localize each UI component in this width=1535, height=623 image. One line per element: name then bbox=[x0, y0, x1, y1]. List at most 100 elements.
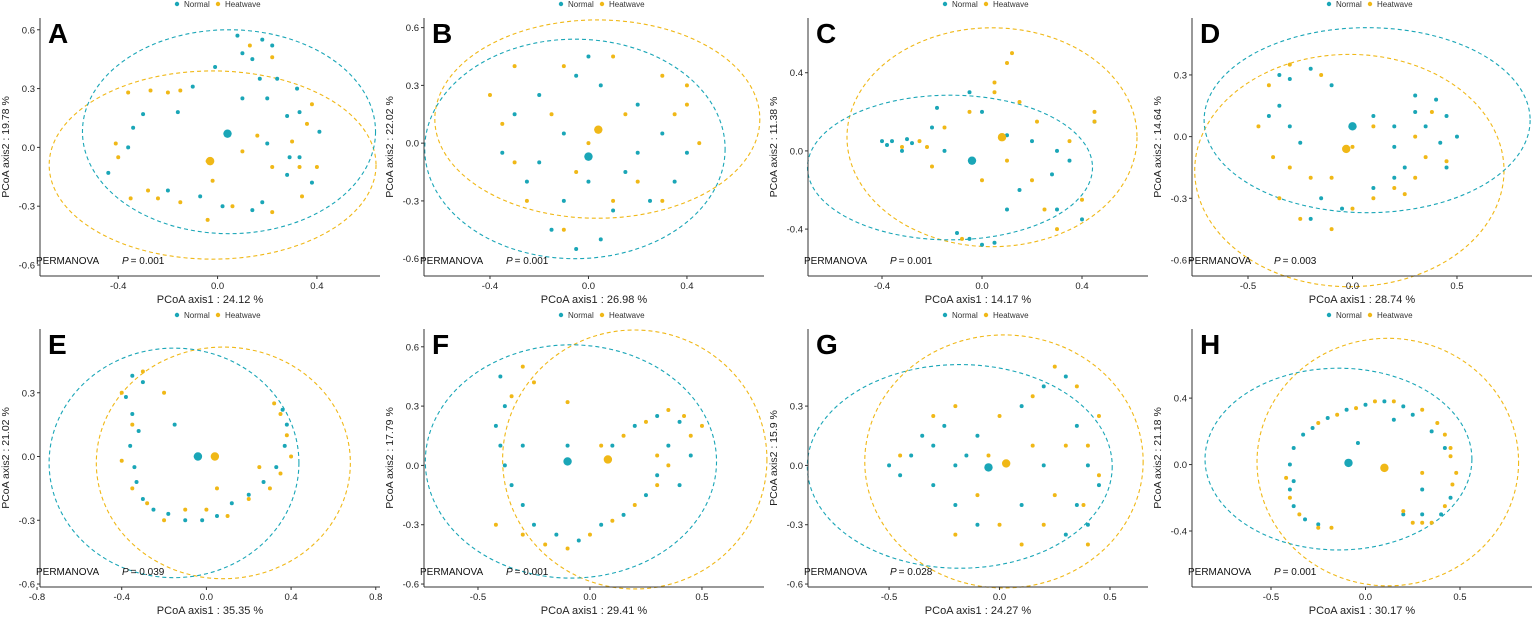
p-value: = 0.001 bbox=[515, 567, 549, 578]
point-normal bbox=[297, 155, 302, 160]
p-value: = 0.028 bbox=[899, 567, 933, 578]
point-heatwave bbox=[992, 80, 997, 85]
point-normal bbox=[200, 518, 205, 523]
point-normal bbox=[885, 143, 889, 148]
point-normal bbox=[166, 511, 171, 516]
point-heatwave bbox=[240, 149, 245, 154]
x-tick-label: 0.0 bbox=[583, 592, 596, 603]
x-axis-title: PCoA axis1 : 35.35 % bbox=[157, 605, 264, 617]
point-normal bbox=[123, 395, 128, 400]
point-heatwave bbox=[925, 145, 929, 149]
point-normal bbox=[285, 114, 290, 119]
point-normal bbox=[502, 463, 507, 468]
point-heatwave bbox=[621, 433, 626, 438]
point-normal bbox=[1423, 124, 1428, 129]
point-heatwave bbox=[162, 390, 167, 395]
point-normal bbox=[574, 73, 579, 78]
legend: Normal Heatwave bbox=[558, 0, 645, 9]
permanova-label: PERMANOVA bbox=[36, 567, 99, 578]
x-tick-label: 0.5 bbox=[1453, 592, 1466, 603]
point-normal bbox=[561, 131, 566, 136]
point-heatwave bbox=[155, 196, 160, 201]
p-symbol: P bbox=[1274, 567, 1281, 578]
legend-heatwave-marker bbox=[1367, 1, 1373, 7]
x-tick-label: -0.5 bbox=[470, 592, 486, 603]
y-tick-label: 0.3 bbox=[22, 84, 35, 95]
point-heatwave bbox=[1423, 155, 1428, 160]
point-heatwave bbox=[257, 465, 262, 470]
point-normal bbox=[1287, 77, 1292, 82]
point-heatwave bbox=[599, 443, 604, 448]
point-normal bbox=[520, 443, 525, 448]
legend-normal-marker bbox=[942, 312, 948, 318]
point-normal bbox=[967, 90, 972, 95]
x-tick-label: 0.4 bbox=[1075, 281, 1088, 292]
p-value: = 0.001 bbox=[899, 256, 933, 267]
legend: Normal Heatwave bbox=[174, 0, 261, 9]
point-normal bbox=[900, 148, 904, 153]
point-normal bbox=[1277, 72, 1282, 77]
legend-normal-label: Normal bbox=[952, 0, 978, 9]
legend-heatwave-marker bbox=[599, 1, 605, 7]
y-tick-label: -0.3 bbox=[19, 202, 35, 213]
point-heatwave bbox=[997, 522, 1002, 527]
point-normal bbox=[235, 33, 240, 38]
point-normal bbox=[512, 112, 517, 117]
point-normal bbox=[1287, 124, 1292, 129]
legend-normal-marker bbox=[942, 1, 948, 7]
centroid-heatwave bbox=[205, 156, 215, 166]
point-normal bbox=[910, 141, 914, 146]
point-heatwave bbox=[1413, 175, 1418, 180]
point-heatwave bbox=[1081, 502, 1086, 507]
point-heatwave bbox=[574, 170, 579, 175]
point-normal bbox=[1442, 445, 1447, 450]
y-tick-label: -0.6 bbox=[1171, 255, 1187, 266]
point-normal bbox=[1055, 148, 1059, 153]
p-value: = 0.039 bbox=[131, 567, 165, 578]
legend-normal-marker bbox=[1326, 312, 1332, 318]
point-normal bbox=[635, 150, 640, 155]
ellipse-normal bbox=[806, 364, 1113, 569]
point-normal bbox=[1420, 487, 1425, 492]
point-normal bbox=[931, 443, 936, 448]
legend-normal-label: Normal bbox=[184, 311, 210, 320]
point-heatwave bbox=[1329, 227, 1334, 232]
point-heatwave bbox=[684, 83, 689, 88]
ellipse-normal bbox=[806, 94, 1094, 241]
point-heatwave bbox=[1005, 60, 1009, 65]
point-normal bbox=[942, 423, 947, 428]
y-tick-label: 0.0 bbox=[406, 139, 419, 150]
y-tick-label: -0.3 bbox=[787, 520, 803, 531]
point-normal bbox=[1050, 172, 1054, 177]
point-heatwave bbox=[975, 493, 980, 498]
point-normal bbox=[295, 86, 300, 91]
point-normal bbox=[1085, 522, 1090, 527]
centroid-normal bbox=[984, 463, 993, 472]
y-tick-label: -0.4 bbox=[787, 225, 803, 236]
panel-letter: D bbox=[1200, 18, 1220, 49]
pcoa-plot-E: Normal Heatwave -0.8 -0.4 0.0 0.4 0.8 -0.6 -0.3 0… bbox=[0, 311, 382, 617]
point-normal bbox=[265, 141, 270, 146]
point-heatwave bbox=[148, 88, 153, 93]
point-heatwave bbox=[500, 121, 505, 126]
permanova-label: PERMANOVA bbox=[1188, 256, 1251, 267]
point-normal bbox=[1410, 412, 1415, 417]
point-heatwave bbox=[304, 121, 309, 126]
point-heatwave bbox=[672, 112, 677, 117]
centroid-heatwave bbox=[1342, 144, 1351, 154]
point-normal bbox=[1005, 207, 1009, 212]
legend-normal-marker bbox=[558, 312, 564, 318]
y-tick-label: 0.0 bbox=[406, 461, 419, 472]
permanova-label: PERMANOVA bbox=[420, 256, 483, 267]
point-normal bbox=[1291, 504, 1296, 509]
point-normal bbox=[1085, 463, 1090, 468]
point-normal bbox=[554, 532, 559, 537]
ellipse-normal bbox=[1203, 27, 1531, 214]
y-axis-title: PCoA axis2 : 17.79 % bbox=[384, 407, 396, 509]
point-heatwave bbox=[314, 164, 319, 169]
pcoa-plot-A: Normal Heatwave -0.4 0.0 0.4 -0.6 -0.3 0.0 0.3 0.… bbox=[0, 0, 380, 306]
point-heatwave bbox=[953, 404, 958, 409]
point-heatwave bbox=[666, 463, 671, 468]
point-normal bbox=[887, 463, 892, 468]
point-normal bbox=[520, 502, 525, 507]
